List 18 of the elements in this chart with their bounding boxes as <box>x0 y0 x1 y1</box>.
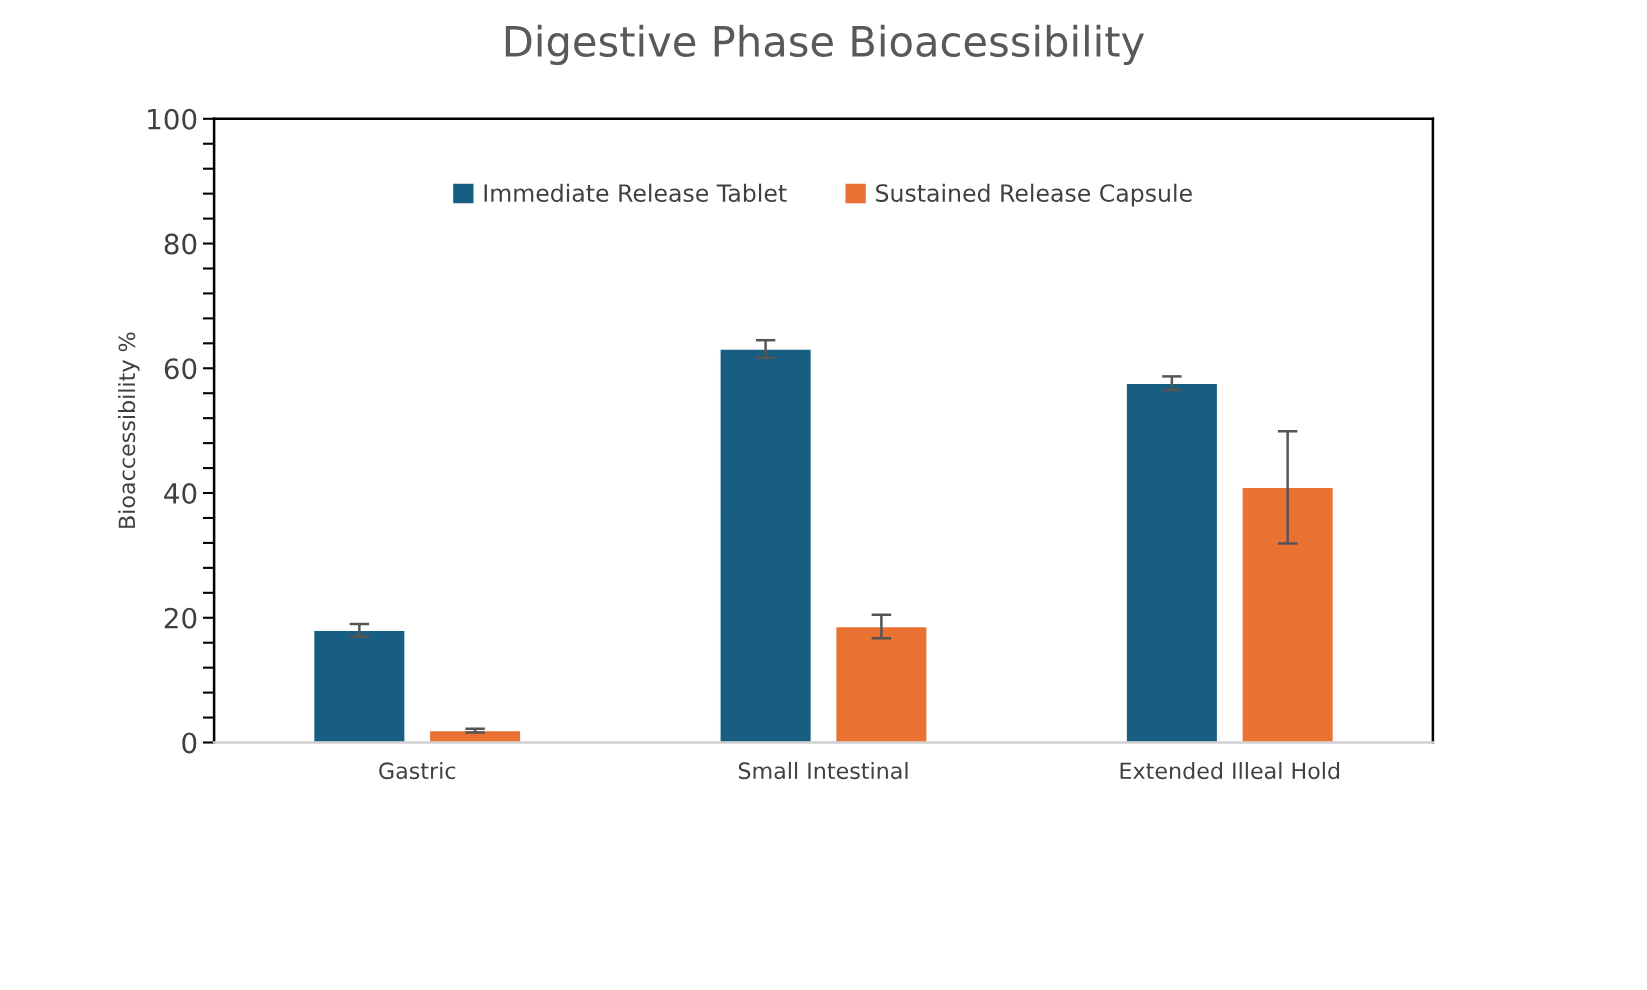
chart-title: Digestive Phase Bioacessibility <box>505 24 1144 66</box>
y-tick-label: 40 <box>164 482 197 504</box>
y-tick-label: 0 <box>182 732 197 754</box>
bar <box>312 629 406 743</box>
x-tick-label: Extended Illeal Hold <box>1120 761 1340 780</box>
bar <box>834 625 928 743</box>
legend-label: Sustained Release Capsule <box>876 183 1192 207</box>
y-tick-label: 20 <box>164 607 197 629</box>
y-tick-label: 100 <box>148 108 197 130</box>
y-axis-title: Bioaccessibility % <box>118 332 140 528</box>
bar <box>719 348 813 743</box>
y-tick-label: 80 <box>164 233 197 255</box>
x-tick-label: Small Intestinal <box>738 761 908 780</box>
x-tick-label: Gastric <box>379 761 456 780</box>
bar <box>1241 486 1335 743</box>
y-tick-label: 60 <box>164 358 197 380</box>
bar <box>1125 382 1219 743</box>
legend-label: Immediate Release Tablet <box>484 183 787 202</box>
